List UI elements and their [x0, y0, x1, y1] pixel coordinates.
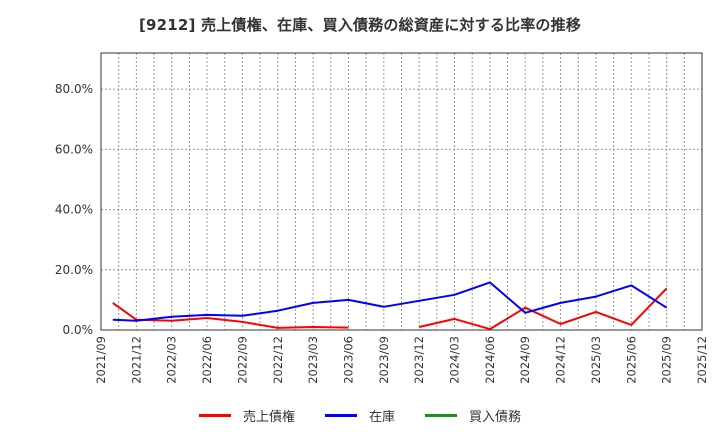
legend-label: 在庫	[368, 410, 395, 425]
x-tick-label: 2022/06	[200, 336, 214, 384]
legend-item-payables: 買入債務	[425, 406, 521, 425]
legend-item-receivables: 売上債権	[198, 406, 295, 425]
x-tick-label: 2023/09	[377, 336, 391, 384]
y-tick-label: 80.0%	[55, 82, 93, 96]
x-tick-label: 2025/03	[589, 336, 603, 384]
y-tick-label: 40.0%	[55, 203, 93, 217]
y-tick-label: 0.0%	[63, 323, 94, 337]
legend-item-inventory: 在庫	[324, 406, 395, 425]
x-tick-label: 2023/03	[306, 336, 320, 384]
x-tick-label: 2024/06	[483, 336, 497, 384]
x-tick-label: 2021/09	[94, 336, 108, 384]
legend-label: 買入債務	[469, 410, 522, 425]
legend-swatch-red	[198, 414, 231, 417]
x-tick-label: 2024/03	[448, 336, 462, 384]
x-tick-label: 2022/03	[165, 336, 179, 384]
x-tick-label: 2023/12	[412, 336, 426, 384]
x-axis: 2021/09 2021/12 2022/03 2022/06 2022/09 2022/…	[94, 336, 709, 384]
x-tick-label: 2024/12	[554, 336, 568, 384]
x-tick-label: 2025/06	[624, 336, 638, 384]
x-tick-label: 2025/09	[660, 336, 674, 384]
grid-lines	[100, 53, 703, 330]
x-tick-label: 2024/09	[518, 336, 532, 384]
x-tick-label: 2021/12	[129, 336, 143, 384]
y-axis: 0.0% 20.0% 40.0% 60.0% 80.0%	[55, 82, 93, 337]
x-tick-label: 2022/09	[235, 336, 249, 384]
legend: 売上債権 在庫 買入債務	[0, 406, 720, 425]
chart-title: [9212] 売上債権、在庫、買入債務の総資産に対する比率の推移	[138, 16, 582, 34]
plot-frame	[100, 52, 703, 331]
legend-label: 売上債権	[242, 410, 295, 425]
x-tick-label: 2023/06	[341, 336, 355, 384]
y-tick-label: 20.0%	[55, 263, 93, 277]
y-tick-label: 60.0%	[55, 142, 93, 156]
legend-swatch-blue	[324, 414, 357, 417]
x-tick-label: 2025/12	[695, 336, 709, 384]
x-tick-label: 2022/12	[271, 336, 285, 384]
legend-swatch-green	[425, 414, 457, 417]
series-line	[112, 281, 668, 322]
series-line	[418, 287, 668, 331]
series-lines	[112, 281, 668, 331]
